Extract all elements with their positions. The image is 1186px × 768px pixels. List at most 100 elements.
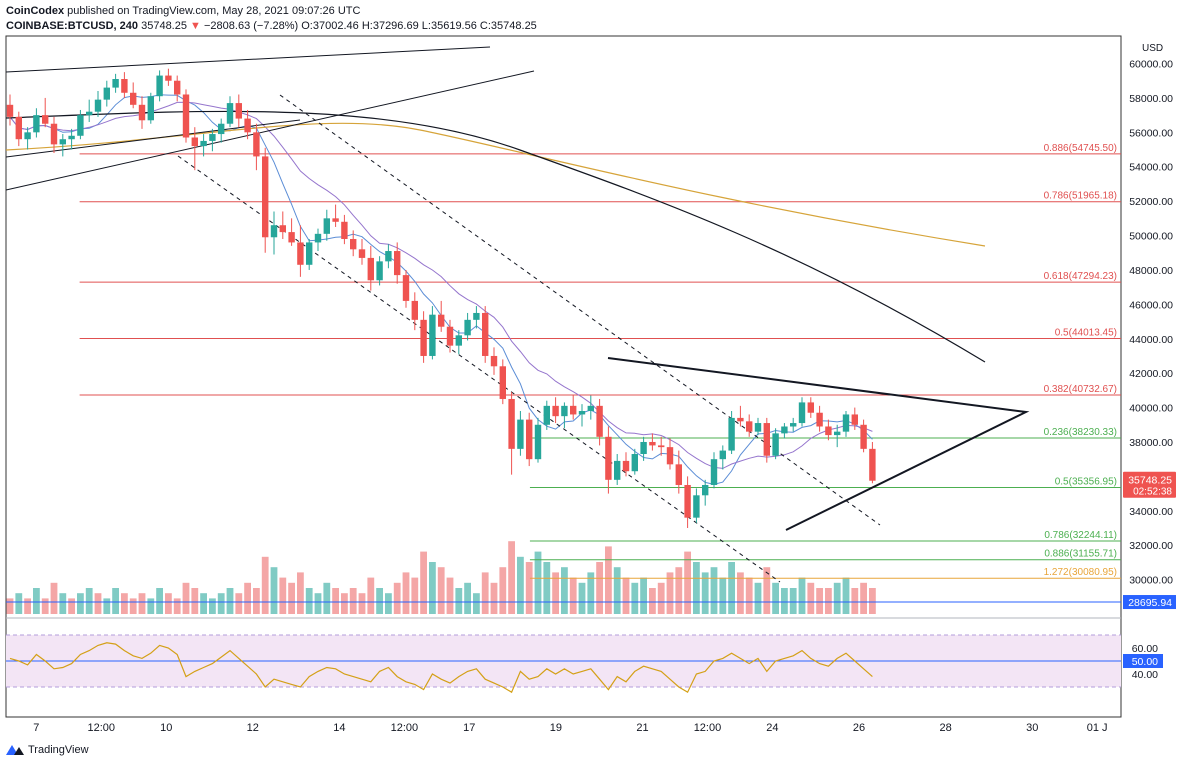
fib-level-label: 0.786(32244.11) (1044, 530, 1117, 541)
candle-body (499, 366, 506, 399)
volume-bar (543, 562, 551, 614)
y-tick-label: 30000.00 (1129, 575, 1173, 587)
down-arrow-icon: ▼ (190, 20, 201, 32)
currency-label: USD (1142, 43, 1163, 54)
candle-body (182, 94, 190, 138)
chart-header: CoinCodex published on TradingView.com, … (6, 4, 537, 34)
volume-bar (68, 598, 75, 614)
candle-body (429, 314, 436, 356)
time-axis: 7 12:00 10 12 14 12:00 17 19 21 12:00 24 26 28 30 01 J (33, 722, 1107, 734)
candle-body (15, 116, 22, 140)
candle-body (50, 123, 58, 145)
volume-bar (675, 567, 683, 614)
candle-body (270, 225, 278, 238)
volume-bar (279, 577, 287, 614)
volume-bar (24, 598, 31, 614)
volume-bar (112, 588, 119, 614)
candle-body (517, 419, 524, 449)
candle-body (675, 464, 682, 485)
candle-body (376, 261, 383, 281)
volume-bar (270, 567, 278, 614)
volume-bar (666, 572, 674, 614)
trend-line (279, 94, 881, 526)
fib-level-label: 0.886(54745.50) (1044, 143, 1117, 154)
candle-body (851, 414, 858, 425)
rsi-tick-label: 40.00 (1132, 669, 1158, 681)
volume-bar (851, 588, 859, 614)
y-tick-label: 44000.00 (1129, 334, 1173, 346)
candle-body (640, 441, 647, 455)
candle-body (24, 132, 31, 140)
volume-bar (455, 588, 463, 614)
volume-bar (226, 588, 234, 614)
fib-level-label: 0.786(51965.18) (1044, 191, 1117, 202)
y-tick-label: 42000.00 (1129, 368, 1173, 380)
rsi-level-value: 50.00 (1132, 656, 1158, 668)
x-tick-label: 21 (636, 722, 648, 734)
volume-bar (525, 562, 533, 614)
candle-body (385, 251, 392, 262)
price-chart[interactable]: 0.886(54745.50) 0.786(51965.18) 0.618(4729… (0, 0, 1186, 740)
candle-body (191, 137, 198, 147)
y-tick-label: 34000.00 (1129, 506, 1173, 518)
candle-body (710, 459, 718, 485)
fib-level-label: 0.236(38230.33) (1044, 427, 1117, 438)
candle-body (394, 251, 401, 276)
candle-body (578, 411, 586, 415)
volume-bar (103, 598, 111, 614)
candle-body (693, 495, 700, 518)
candle-body (59, 139, 66, 145)
volume-bar (165, 593, 172, 614)
volume-bar (393, 582, 401, 614)
volume-bar (191, 588, 199, 614)
volume-bar (367, 577, 375, 614)
trend-line (177, 155, 781, 583)
x-tick-label: 14 (333, 722, 345, 734)
volume-bar (587, 572, 595, 614)
candle-body (420, 319, 427, 356)
candle-body (666, 447, 674, 465)
y-tick-label: 58000.00 (1129, 93, 1173, 105)
candle-body (332, 218, 339, 222)
chart-frame (5, 35, 1122, 718)
last-price-tag-value: 35748.25 (1128, 475, 1172, 487)
candle-body (781, 426, 788, 434)
volume-bar (596, 562, 603, 614)
volume-bar (825, 588, 832, 614)
volume-bar (552, 572, 559, 614)
volume-bar (798, 577, 806, 614)
candle-body (323, 218, 330, 234)
candle-body (807, 402, 814, 413)
candle-body (622, 460, 630, 472)
ma-fast-line (9, 94, 873, 485)
volume-bar (253, 588, 260, 614)
candle-body (543, 405, 550, 425)
countdown-label: 02:52:38 (1133, 487, 1172, 498)
symbol-label: COINBASE:BTCUSD, 240 (6, 20, 139, 32)
candle-body (279, 225, 286, 233)
candle-body (570, 405, 577, 415)
fib-level-label: 0.886(31155.71) (1044, 549, 1117, 560)
y-tick-label: 40000.00 (1129, 403, 1173, 415)
candle-body (138, 104, 146, 121)
x-tick-label: 7 (33, 722, 39, 734)
x-tick-label: 19 (550, 722, 562, 734)
tradingview-logo-icon (6, 745, 24, 755)
volume-bar (129, 598, 137, 614)
volume-bar (728, 562, 735, 614)
volume-bar (517, 556, 524, 614)
candle-body (464, 319, 471, 336)
candle-body (869, 448, 876, 481)
price-axis: USD 60000.00 58000.00 56000.00 54000.00 52000… (1123, 43, 1176, 610)
candle-body (235, 103, 242, 119)
candle-body (473, 312, 480, 320)
volume-bar (737, 572, 744, 614)
moving-averages (5, 94, 986, 485)
volume-bar (156, 588, 163, 614)
candle-body (798, 402, 806, 424)
candle-body (754, 423, 762, 432)
x-tick-label: 17 (463, 722, 475, 734)
candle-body (508, 398, 515, 449)
candle-body (842, 414, 850, 432)
candle-body (288, 232, 295, 243)
